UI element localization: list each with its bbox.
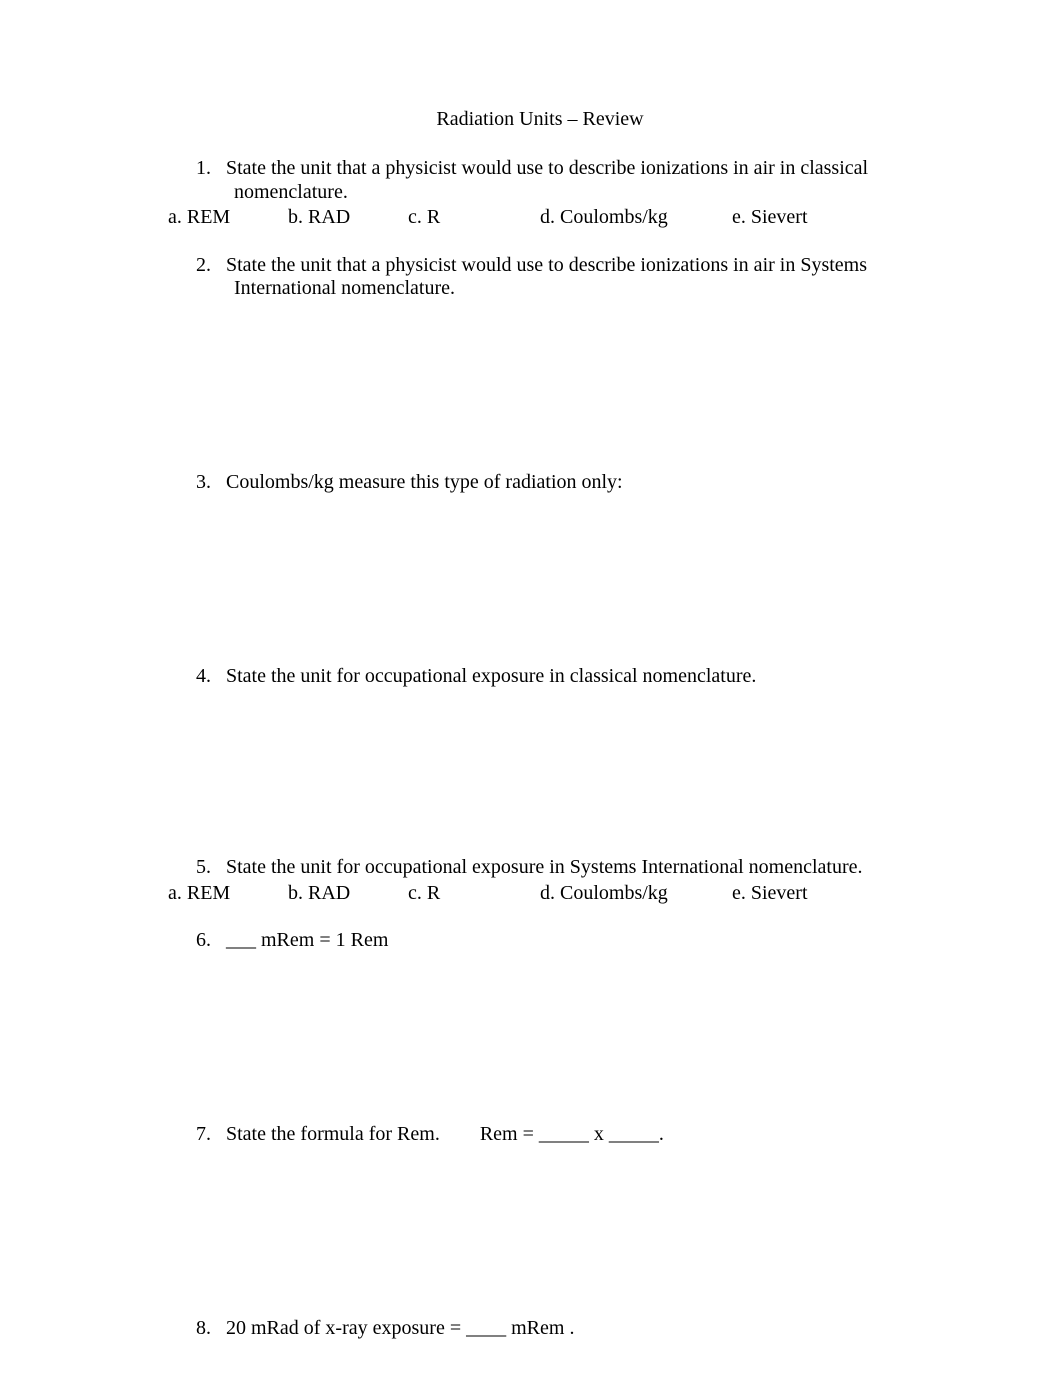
question-5-text: State the unit for occupational exposure… bbox=[226, 856, 862, 878]
question-2: 2. State the unit that a physicist would… bbox=[196, 254, 912, 278]
page-title: Radiation Units – Review bbox=[168, 108, 912, 131]
q5-opt-a: a. REM bbox=[168, 882, 248, 906]
question-1-line1: State the unit that a physicist would us… bbox=[226, 157, 868, 179]
question-4-text: State the unit for occupational exposure… bbox=[226, 665, 756, 687]
question-3: 3. Coulombs/kg measure this type of radi… bbox=[196, 471, 912, 495]
question-2-line1: State the unit that a physicist would us… bbox=[226, 254, 867, 276]
question-1-options: a. REM b. RAD c. R d. Coulombs/kg e. Sie… bbox=[168, 206, 912, 230]
question-6-text: ___ mRem = 1 Rem bbox=[226, 929, 388, 951]
question-2-number: 2. bbox=[196, 254, 211, 276]
q5-opt-c: c. R bbox=[408, 882, 458, 906]
q5-opt-d: d. Coulombs/kg bbox=[540, 882, 680, 906]
question-3-text: Coulombs/kg measure this type of radiati… bbox=[226, 471, 623, 493]
page: Radiation Units – Review 1. State the un… bbox=[0, 0, 1062, 1377]
question-5-options: a. REM b. RAD c. R d. Coulombs/kg e. Sie… bbox=[168, 882, 912, 906]
question-8-number: 8. bbox=[196, 1317, 211, 1339]
question-1-number: 1. bbox=[196, 157, 211, 179]
question-7-text: State the formula for Rem. Rem = _____ x… bbox=[226, 1123, 664, 1145]
question-6-number: 6. bbox=[196, 929, 211, 951]
question-8-text: 20 mRad of x-ray exposure = ____ mRem . bbox=[226, 1317, 574, 1339]
question-5-number: 5. bbox=[196, 856, 211, 878]
q5-opt-e: e. Sievert bbox=[732, 882, 808, 906]
question-4-number: 4. bbox=[196, 665, 211, 687]
q1-opt-c: c. R bbox=[408, 206, 458, 230]
question-4: 4. State the unit for occupational expos… bbox=[196, 665, 912, 689]
q1-opt-a: a. REM bbox=[168, 206, 248, 230]
question-7-number: 7. bbox=[196, 1123, 211, 1145]
question-2-line2: International nomenclature. bbox=[168, 277, 912, 301]
question-7: 7. State the formula for Rem. Rem = ____… bbox=[196, 1123, 912, 1147]
question-6: 6. ___ mRem = 1 Rem bbox=[196, 929, 912, 953]
q1-opt-e: e. Sievert bbox=[732, 206, 808, 230]
q1-opt-b: b. RAD bbox=[288, 206, 368, 230]
question-1: 1. State the unit that a physicist would… bbox=[196, 157, 912, 181]
question-1-line2: nomenclature. bbox=[168, 181, 912, 205]
question-3-number: 3. bbox=[196, 471, 211, 493]
q1-opt-d: d. Coulombs/kg bbox=[540, 206, 680, 230]
question-5: 5. State the unit for occupational expos… bbox=[196, 856, 912, 880]
question-8: 8. 20 mRad of x-ray exposure = ____ mRem… bbox=[196, 1317, 912, 1341]
q5-opt-b: b. RAD bbox=[288, 882, 368, 906]
